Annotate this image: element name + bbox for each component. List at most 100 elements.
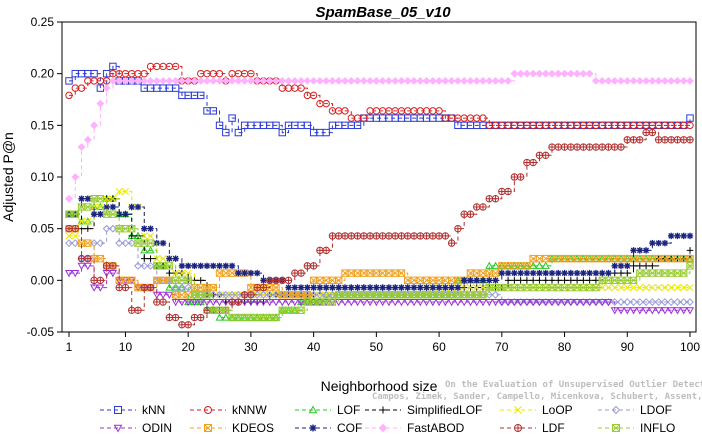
- point-loop: [617, 284, 625, 292]
- point-simplifiedlof: [642, 262, 650, 270]
- point-inflo: [222, 306, 230, 315]
- point-ldf: [661, 136, 669, 144]
- point-fastabod: [535, 69, 544, 78]
- point-fastabod: [635, 76, 644, 85]
- point-fastabod: [554, 69, 563, 78]
- point-fastabod: [240, 76, 249, 85]
- point-fastabod: [410, 76, 418, 85]
- point-odin: [547, 298, 557, 307]
- y-axis-label: Adjusted P@n: [0, 132, 16, 222]
- point-odin: [554, 298, 563, 307]
- point-ldof: [178, 283, 186, 292]
- point-cof: [316, 284, 324, 291]
- point-kdeos: [673, 254, 682, 263]
- point-cof: [210, 262, 217, 270]
- point-fastabod: [642, 76, 650, 85]
- point-knnw: [479, 114, 487, 122]
- point-inflo: [416, 291, 424, 299]
- y-tick-label: 0.25: [31, 15, 55, 29]
- point-odin: [441, 298, 450, 307]
- point-ldf: [184, 321, 192, 329]
- point-loop: [642, 284, 650, 292]
- point-ldof: [102, 224, 111, 233]
- point-ldf: [441, 232, 450, 240]
- point-fastabod: [127, 76, 136, 85]
- point-knnw: [309, 91, 318, 100]
- point-kdeos: [209, 283, 217, 292]
- point-loop: [109, 195, 117, 203]
- point-ldf: [629, 136, 638, 144]
- point-inflo: [96, 195, 105, 203]
- point-loop: [667, 284, 675, 292]
- point-fastabod: [479, 76, 487, 85]
- point-loop: [77, 217, 86, 225]
- point-fastabod: [228, 76, 236, 85]
- point-knnw: [322, 99, 330, 108]
- y-tick-label: 0.20: [31, 67, 55, 81]
- legend-label: kNNW: [232, 403, 267, 417]
- point-simplifiedlof: [561, 277, 568, 284]
- point-inflo: [529, 283, 537, 292]
- point-ldof: [686, 298, 694, 306]
- point-cof: [686, 232, 694, 240]
- point-ldf: [303, 262, 312, 270]
- point-ldf: [667, 136, 675, 144]
- point-ldf: [416, 232, 424, 240]
- point-fastabod: [623, 76, 632, 85]
- y-tick-label: 0.05: [31, 222, 55, 236]
- point-inflo: [171, 276, 180, 285]
- point-ldf: [90, 276, 98, 285]
- point-cof: [241, 269, 248, 277]
- point-knnw: [360, 114, 368, 122]
- point-knnw: [435, 107, 443, 115]
- point-fastabod: [454, 76, 462, 85]
- point-fastabod: [403, 76, 412, 85]
- legend-item-knnw: kNNW: [190, 403, 267, 417]
- point-cof: [674, 232, 681, 240]
- point-odin: [202, 298, 212, 307]
- x-tick-label: 50: [370, 340, 384, 354]
- point-simplifiedlof: [586, 277, 593, 284]
- point-kdeos: [416, 276, 424, 285]
- point-loop: [661, 284, 669, 292]
- point-cof: [624, 262, 631, 270]
- point-odin: [497, 298, 506, 307]
- point-odin: [485, 298, 494, 307]
- point-ldof: [316, 290, 324, 299]
- point-fastabod: [529, 69, 538, 78]
- point-ldf: [654, 136, 663, 144]
- point-fastabod: [71, 173, 80, 181]
- point-loop: [611, 284, 619, 292]
- point-cof: [128, 203, 135, 211]
- point-odin: [278, 298, 287, 307]
- point-cof: [448, 284, 455, 291]
- point-fastabod: [673, 76, 682, 85]
- point-fastabod: [579, 69, 588, 78]
- point-ldof: [121, 239, 130, 248]
- y-tick-label: -0.05: [27, 325, 55, 339]
- legend-item-fastabod: FastABOD: [365, 421, 465, 434]
- point-simplifiedlof: [624, 269, 631, 277]
- point-kdeos: [303, 291, 312, 299]
- point-simplifiedlof: [548, 277, 556, 284]
- point-ldf: [454, 224, 462, 233]
- point-ldof: [234, 290, 243, 299]
- point-fastabod: [485, 76, 494, 85]
- point-odin: [403, 298, 412, 307]
- point-ldf: [485, 195, 493, 203]
- point-cof: [429, 284, 437, 291]
- point-odin: [660, 307, 669, 315]
- point-ldf: [385, 232, 393, 240]
- legend-item-loop: LoOP: [500, 403, 573, 417]
- point-ldof: [610, 298, 619, 306]
- point-ldof: [127, 239, 136, 248]
- point-ldf: [316, 246, 324, 255]
- point-loop: [623, 284, 631, 292]
- point-fastabod: [617, 76, 625, 85]
- point-inflo: [378, 291, 387, 299]
- point-inflo: [397, 291, 406, 299]
- point-ldof: [65, 239, 73, 248]
- point-fastabod: [334, 76, 343, 85]
- point-cof: [203, 262, 211, 270]
- point-simplifiedlof: [649, 262, 656, 270]
